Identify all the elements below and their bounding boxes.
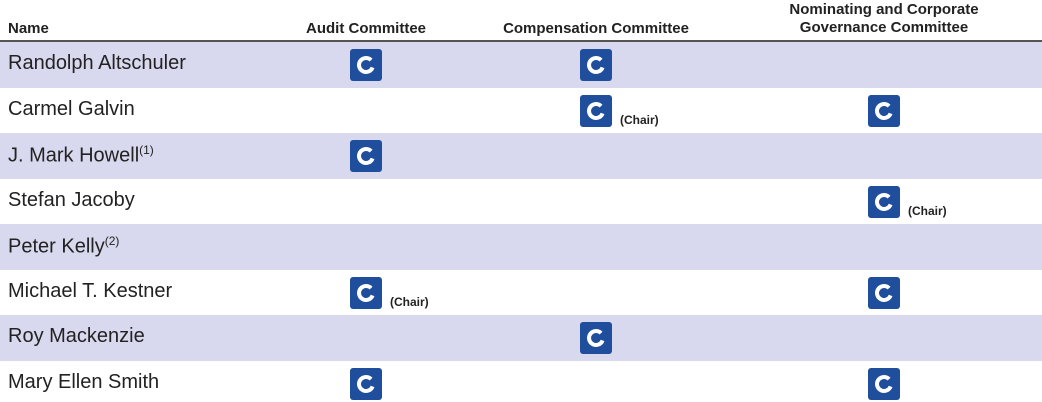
header-audit: Audit Committee xyxy=(306,20,426,37)
name-text: Carmel Galvin xyxy=(8,97,135,120)
committee-member-icon xyxy=(868,276,900,309)
footnote-ref: (1) xyxy=(139,143,154,157)
table-row: Stefan Jacoby (Chair) xyxy=(0,179,1042,225)
table-row: Carmel Galvin (Chair) xyxy=(0,88,1042,134)
director-name: Carmel Galvin xyxy=(8,98,135,121)
committee-member-icon xyxy=(580,94,612,127)
name-text: Mary Ellen Smith xyxy=(8,370,160,393)
footnote-ref: (2) xyxy=(104,234,120,248)
chair-label: (Chair) xyxy=(390,294,429,309)
table-row: Mary Ellen Smith xyxy=(0,361,1042,402)
committee-member-icon xyxy=(350,367,382,400)
header-compensation: Compensation Committee xyxy=(503,20,689,37)
table-row: Roy Mackenzie xyxy=(0,315,1042,361)
director-name: J. Mark Howell(1) xyxy=(8,143,154,168)
committee-member-icon xyxy=(868,185,900,218)
name-text: Michael T. Kestner xyxy=(8,279,173,302)
committee-member-icon xyxy=(350,49,382,81)
committee-member-icon xyxy=(580,322,612,354)
table-row: J. Mark Howell(1) xyxy=(0,133,1042,179)
header-nominating-1: Nominating and Corporate xyxy=(789,1,979,18)
chair-label: (Chair) xyxy=(620,112,659,127)
table-row: Michael T. Kestner (Chair) xyxy=(0,270,1042,316)
director-name: Stefan Jacoby xyxy=(8,189,135,212)
committee-member-icon xyxy=(580,49,612,81)
name-text: Peter Kelly xyxy=(8,235,105,258)
header-name: Name xyxy=(8,20,49,37)
committee-member-icon xyxy=(868,367,900,400)
director-name: Mary Ellen Smith xyxy=(8,371,159,394)
director-name: Roy Mackenzie xyxy=(8,325,145,348)
committee-member-icon xyxy=(350,140,382,172)
committee-member-icon xyxy=(350,276,382,309)
table-row: Randolph Altschuler xyxy=(0,42,1042,88)
name-text: Stefan Jacoby xyxy=(8,188,135,211)
name-text: J. Mark Howell xyxy=(8,144,140,167)
header-nominating-2: Governance Committee xyxy=(799,19,969,36)
name-text: Roy Mackenzie xyxy=(8,325,145,347)
committee-member-icon xyxy=(868,94,900,127)
name-text: Randolph Altschuler xyxy=(8,52,186,74)
table-row: Peter Kelly(2) xyxy=(0,224,1042,270)
director-name: Michael T. Kestner xyxy=(8,280,172,303)
director-name: Peter Kelly(2) xyxy=(8,234,119,259)
chair-label: (Chair) xyxy=(908,203,947,218)
header-divider xyxy=(0,40,1042,42)
director-name: Randolph Altschuler xyxy=(8,52,186,75)
